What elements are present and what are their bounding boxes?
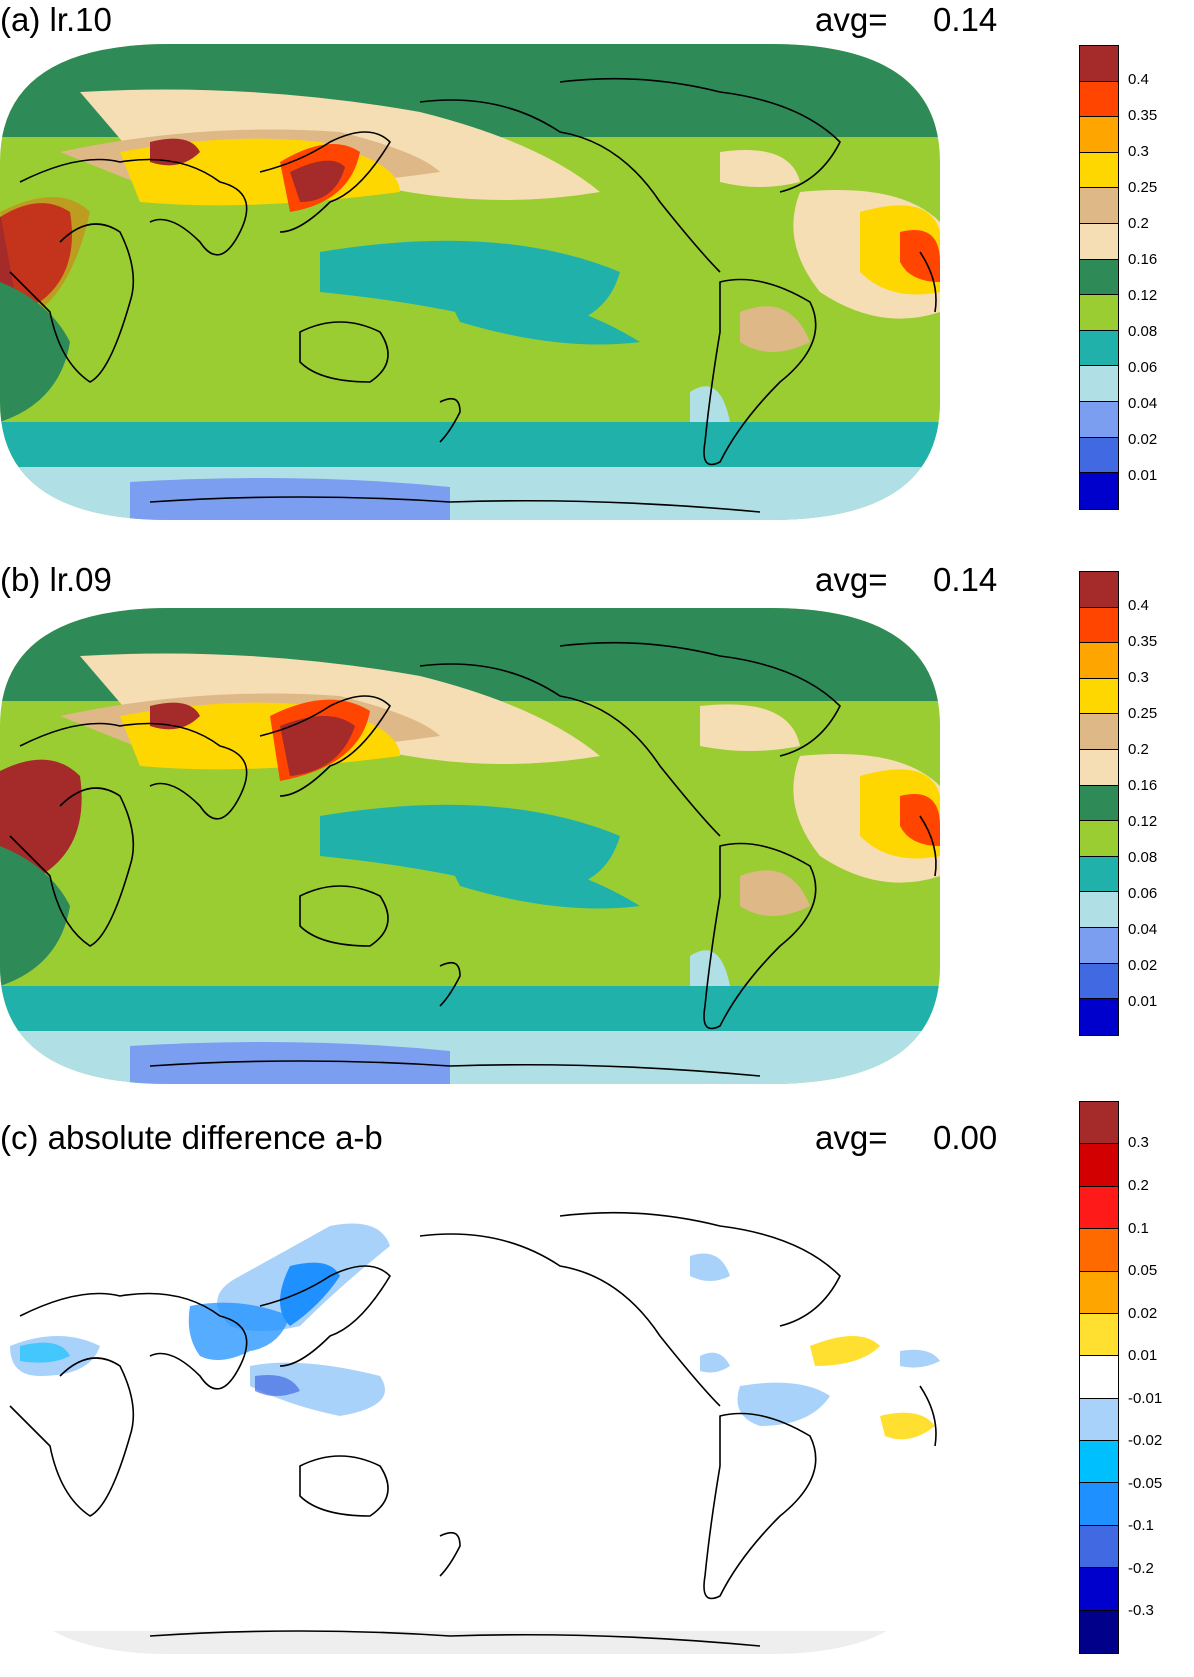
map-field-lr09 — [0, 608, 940, 1084]
colorbar-swatch — [1080, 572, 1118, 608]
colorbar-label: 0.2 — [1128, 215, 1149, 232]
colorbar-swatch — [1080, 928, 1118, 964]
colorbar-swatch — [1080, 1271, 1118, 1314]
colorbar-swatch — [1080, 1483, 1118, 1526]
colorbar-label: 0.06 — [1128, 359, 1158, 376]
panel-c: (c) absolute difference a-b avg= 0.00 — [0, 1101, 1194, 1677]
colorbar-swatch — [1080, 188, 1118, 225]
colorbar-label: 0.16 — [1128, 251, 1158, 268]
avg-value: 0.14 — [933, 561, 998, 598]
colorbar-swatch — [1080, 1313, 1118, 1357]
colorbar-label: 0.3 — [1128, 1134, 1149, 1151]
colorbar-swatch — [1080, 1568, 1118, 1611]
colorbar-label: 0.04 — [1128, 921, 1158, 938]
colorbar-label: 0.02 — [1128, 431, 1158, 448]
colorbar-swatch — [1080, 117, 1118, 153]
colorbar-label: 0.04 — [1128, 395, 1158, 412]
colorbar-label: 0.4 — [1128, 71, 1149, 88]
colorbar-swatch — [1080, 1398, 1118, 1441]
colorbar-label: 0.16 — [1128, 777, 1158, 794]
colorbar-label: -0.2 — [1128, 1560, 1154, 1577]
panel-title: (a) lr.10 — [0, 1, 112, 38]
colorbar-a — [1079, 45, 1119, 510]
colorbar-swatch — [1080, 366, 1118, 403]
colorbar-swatch — [1080, 1356, 1118, 1399]
colorbar-label: 0.08 — [1128, 849, 1158, 866]
colorbar-label: -0.02 — [1128, 1432, 1163, 1449]
colorbar-swatch — [1080, 224, 1118, 260]
colorbar-swatch — [1080, 714, 1118, 751]
colorbar-label: 0.1 — [1128, 1220, 1149, 1237]
colorbar-swatch — [1080, 81, 1118, 118]
colorbar-swatch — [1080, 295, 1118, 331]
colorbar-swatch — [1080, 330, 1118, 367]
colorbar-label: -0.3 — [1128, 1602, 1154, 1619]
colorbar-label: 0.01 — [1128, 993, 1158, 1010]
colorbar-label: 0.35 — [1128, 633, 1158, 650]
colorbar-swatch — [1080, 46, 1118, 82]
colorbar-swatch — [1080, 785, 1118, 822]
colorbar-label: 0.4 — [1128, 597, 1149, 614]
colorbar-swatch — [1080, 152, 1118, 189]
colorbar-c — [1079, 1101, 1119, 1654]
colorbar-label: -0.01 — [1128, 1390, 1163, 1407]
colorbar-label: -0.1 — [1128, 1517, 1154, 1534]
panel-title: (b) lr.09 — [0, 561, 112, 598]
colorbar-label: 0.2 — [1128, 741, 1149, 758]
colorbar-label: 0.02 — [1128, 957, 1158, 974]
avg-label: avg= — [815, 1, 888, 38]
colorbar-swatch — [1080, 1610, 1118, 1653]
colorbar-label: 0.25 — [1128, 705, 1158, 722]
colorbar-label: 0.06 — [1128, 885, 1158, 902]
colorbar-b — [1079, 571, 1119, 1036]
colorbar-label: 0.2 — [1128, 1177, 1149, 1194]
colorbar-swatch — [1080, 856, 1118, 893]
colorbar-swatch — [1080, 678, 1118, 715]
colorbar-label: 0.02 — [1128, 1305, 1158, 1322]
colorbar-swatch — [1080, 259, 1118, 296]
colorbar-label: -0.05 — [1128, 1475, 1163, 1492]
colorbar-label: 0.01 — [1128, 1347, 1158, 1364]
colorbar-swatch — [1080, 1186, 1118, 1230]
colorbar-label: 0.08 — [1128, 323, 1158, 340]
colorbar-label: 0.25 — [1128, 179, 1158, 196]
panel-b: (b) lr.09 avg= 0.14 — [0, 560, 1194, 1085]
colorbar-label: 0.3 — [1128, 669, 1149, 686]
colorbar-swatch — [1080, 1441, 1118, 1484]
colorbar-swatch — [1080, 963, 1118, 1000]
colorbar-swatch — [1080, 1229, 1118, 1272]
panel-a: (a) lr.10 avg= 0.14 — [0, 0, 1194, 525]
colorbar-label: 0.05 — [1128, 1262, 1158, 1279]
colorbar-swatch — [1080, 821, 1118, 857]
avg-label: avg= — [815, 561, 888, 598]
colorbar-swatch — [1080, 750, 1118, 786]
colorbar-swatch — [1080, 643, 1118, 679]
colorbar-swatch — [1080, 892, 1118, 929]
avg-value: 0.00 — [933, 1119, 998, 1156]
colorbar-swatch — [1080, 402, 1118, 438]
map-field-lr10 — [0, 44, 940, 520]
colorbar-swatch — [1080, 999, 1118, 1035]
colorbar-swatch — [1080, 437, 1118, 474]
colorbar-label: 0.3 — [1128, 143, 1149, 160]
colorbar-swatch — [1080, 1144, 1118, 1187]
colorbar-swatch — [1080, 607, 1118, 644]
colorbar-label: 0.01 — [1128, 467, 1158, 484]
colorbar-swatch — [1080, 1102, 1118, 1145]
panel-title: (c) absolute difference a-b — [0, 1119, 383, 1156]
map-field-difference — [0, 1178, 940, 1654]
colorbar-swatch — [1080, 1525, 1118, 1569]
colorbar-swatch — [1080, 473, 1118, 509]
colorbar-label: 0.12 — [1128, 813, 1158, 830]
colorbar-label: 0.35 — [1128, 107, 1158, 124]
avg-label: avg= — [815, 1119, 888, 1156]
avg-value: 0.14 — [933, 1, 998, 38]
colorbar-label: 0.12 — [1128, 287, 1158, 304]
